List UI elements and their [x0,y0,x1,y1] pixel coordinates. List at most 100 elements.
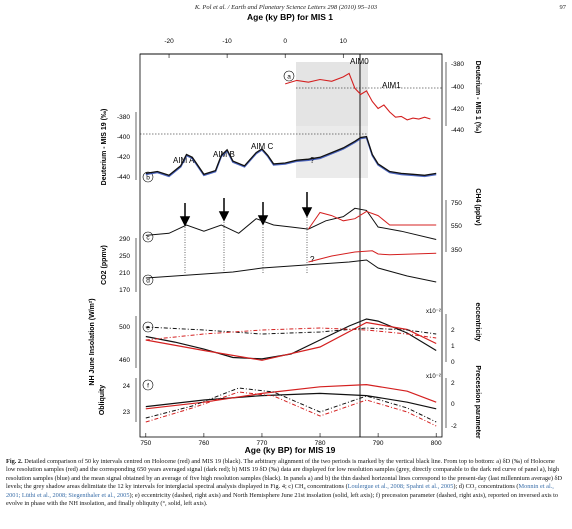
precession-tick: -2 [451,423,457,430]
aim-c-label: AIM C [251,142,273,151]
question-mark-b: ? [310,156,315,165]
aim1-label: AIM1 [382,81,401,90]
bottom-tick-label: 750 [140,440,151,447]
dashed-curve-e-0 [145,326,437,335]
panel-label-a-text: a [287,74,291,81]
top-axis-ticks: -20 -10 0 10 [140,38,442,58]
panel-a-tick: -420 [451,106,464,113]
insolation-tick: 460 [119,357,130,364]
panel-label-a: a [283,70,295,82]
panel-b-tick: -440 [117,174,130,181]
panel-label-e-text: e [146,325,150,332]
series-line-a-0 [285,72,431,121]
panel-a-tick: -400 [451,84,464,91]
aim0-label: AIM0 [350,57,369,66]
panel-b-tick: -400 [117,134,130,141]
caption-text-2: ); d) CO₂ concentrations ( [453,483,519,491]
ecc-tick: 0 [451,359,455,366]
figure-background [0,12,572,456]
panel-label-b: b [142,171,154,183]
ecc-multiplier: x10⁻² [426,309,441,315]
dashed-curve-f-2 [145,387,437,423]
caption-label: Fig. 2. [6,458,23,465]
arrow-a-head [179,216,191,227]
dashed-curve-f-3 [145,391,437,427]
series-line-e-0 [145,318,437,360]
ch4-axis: 750 550 350 CH4 (ppbv) [445,188,481,254]
ch4-axis-title: CH4 (ppbv) [474,188,481,225]
panel-a-tick: -380 [451,61,464,68]
precession-axis: x10⁻² 2 0 -2 Precession parameter [426,365,481,438]
insolation-axis: 500 460 NH June Insolation (W/m²) [89,298,137,386]
obliquity-axis: 24 23 Obliquity [99,378,137,422]
running-header: K. Pol et al. / Earth and Planetary Scie… [0,4,572,16]
panel-b-tick: -380 [117,114,130,121]
panel-label-f: f [142,379,154,391]
bottom-tick-label: 790 [373,440,384,447]
series-layer [145,72,437,427]
series-line-c-1 [307,210,437,230]
panel-b-axis-title: Deuterium - MIS 19 (‰) [101,109,108,186]
co2-axis-title: CO2 (ppmv) [101,245,108,285]
obliquity-tick: 24 [123,383,131,390]
panel-label-d: d [142,274,154,286]
panel-label-c-text: c [146,235,150,242]
precession-multiplier: x10⁻² [426,374,441,380]
top-tick-label: -20 [164,38,174,45]
aim-arrows [179,192,313,227]
bottom-axis-ticks: 750 760 770 780 790 800 [140,433,442,447]
ch4-tick: 550 [451,223,462,230]
panel-label-f-text: f [147,383,149,390]
panel-b-axis: -380 -400 -420 -440 Deuterium - MIS 19 (… [101,109,137,186]
bottom-tick-label: 780 [315,440,326,447]
co2-axis: 290 250 210 170 CO2 (ppmv) [101,236,137,294]
arrow-q-head [301,207,313,218]
caption-ref-2[interactable]: Monnin et al., 2001; Lüthi et al., 2008;… [6,483,554,499]
top-tick-label: 0 [283,38,287,45]
journal-citation: K. Pol et al. / Earth and Planetary Scie… [194,4,378,11]
co2-tick: 250 [119,253,130,260]
series-line-f-0 [145,392,437,410]
co2-tick: 210 [119,270,130,277]
precession-tick: 0 [451,401,455,408]
ch4-tick: 350 [451,247,462,254]
caption-text: Detailed comparison of 50 ky intervals c… [6,458,563,491]
series-line-f-1 [145,383,437,410]
co2-tick: 170 [119,287,130,294]
caption-text-3: ); e) eccentricity (dashed, right axis) … [6,491,559,508]
series-line-d-0 [145,259,437,283]
insolation-axis-title: NH June Insolation (W/m²) [89,298,96,385]
top-tick-label: -10 [222,38,232,45]
shade-mis1 [296,62,368,126]
question-mark-co2: ? [310,255,315,264]
ecc-axis-title: eccentricity [474,303,481,342]
panel-label-d-text: d [146,278,150,285]
co2-tick: 290 [119,236,130,243]
top-axis-title: Age (ky BP) for MIS 1 [247,12,333,22]
panel-a-tick: -440 [451,127,464,134]
panel-label-b-text: b [146,175,150,182]
ecc-tick: 1 [451,343,455,350]
series-line-d-1 [308,250,437,263]
obliquity-axis-title: Obliquity [99,385,106,415]
arrow-b-head [218,211,230,222]
bottom-tick-label: 770 [257,440,268,447]
insolation-tick: 500 [119,324,130,331]
precession-tick: 2 [451,380,455,387]
panel-a-axis: -380 -400 -420 -440 Deuterium - MIS 1 (‰… [445,61,481,134]
series-line-b-0 [145,135,437,177]
dashed-curve-e-1 [145,327,437,341]
caption-ref-1[interactable]: Loulergue et al., 2008; Spahni et al., 2… [347,483,454,491]
bottom-tick-label: 760 [198,440,209,447]
series-line-c-0 [145,207,437,240]
panel-b-tick: -420 [117,154,130,161]
precession-axis-title: Precession parameter [474,365,481,438]
eccentricity-axis: x10⁻² 2 1 0 eccentricity [426,303,481,366]
bottom-axis-title: Age (ky BP) for MIS 19 [245,445,336,455]
figure-2: Age (ky BP) for MIS 1 -20 -10 0 10 750 760 77… [0,12,572,456]
panel-a-axis-title: Deuterium - MIS 1 (‰) [474,61,481,134]
page-number: 97 [559,4,567,11]
bottom-tick-label: 800 [431,440,442,447]
ecc-tick: 2 [451,327,455,334]
